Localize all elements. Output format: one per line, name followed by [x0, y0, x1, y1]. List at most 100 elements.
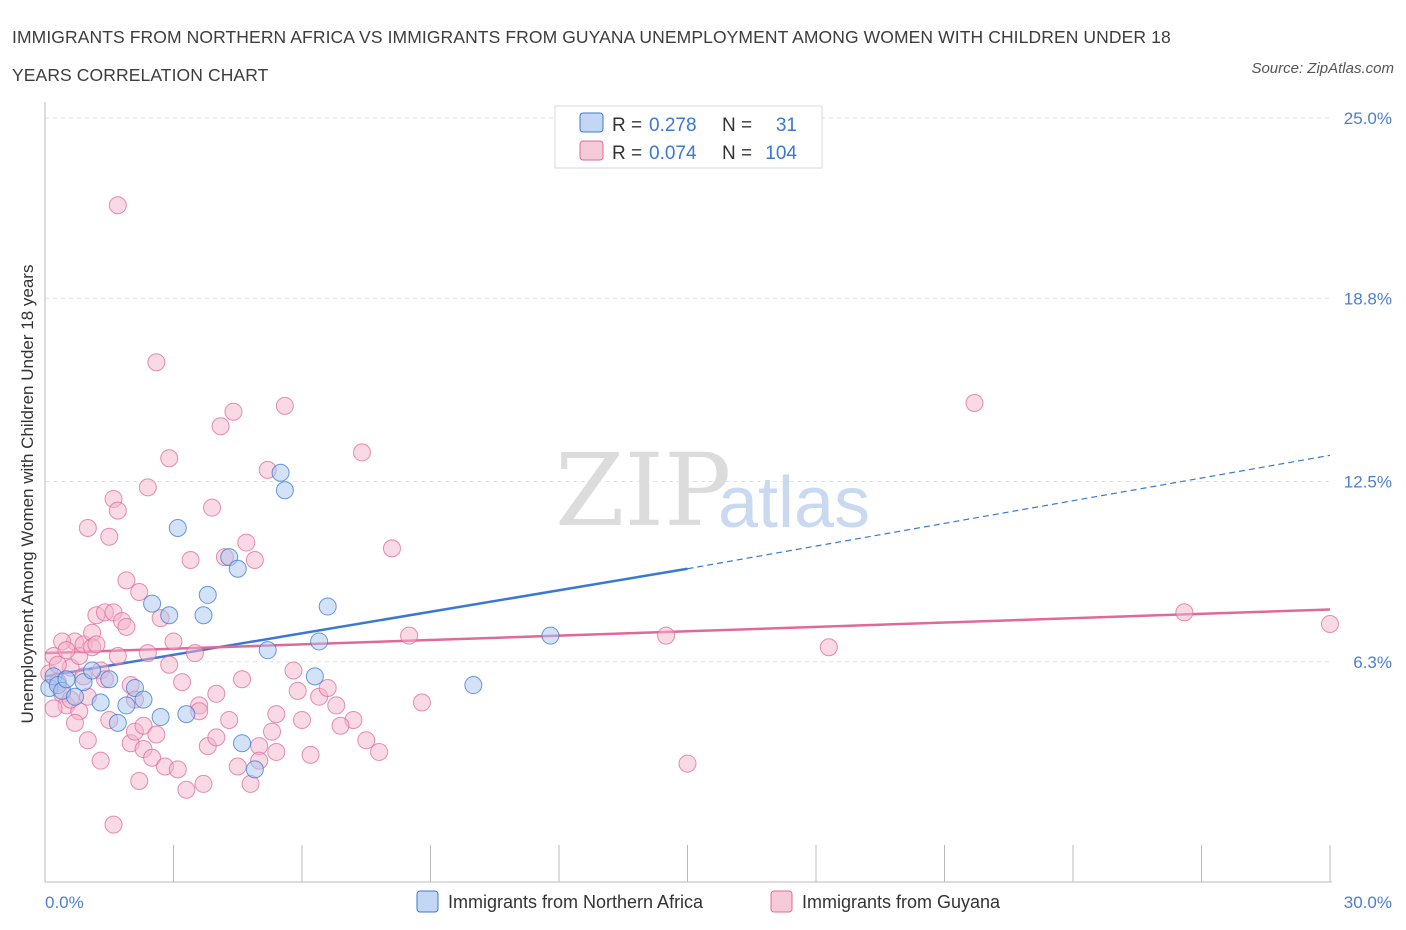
- point-guyana: [400, 626, 419, 645]
- point-guyana: [44, 699, 63, 718]
- point-guyana: [382, 539, 401, 558]
- point-guyana: [168, 760, 187, 779]
- legend-n-value-2: 104: [765, 143, 797, 164]
- point-guyana: [819, 638, 838, 657]
- point-northern-africa: [108, 713, 127, 732]
- x-tick-label: 0.0%: [45, 893, 84, 912]
- point-guyana: [117, 617, 136, 636]
- watermark-zip: ZIP: [555, 432, 731, 549]
- point-northern-africa: [168, 519, 187, 538]
- series-legend: Immigrants from Northern Africa Immigran…: [416, 890, 1001, 913]
- point-guyana: [207, 684, 226, 703]
- series-legend-label-northern-africa: Immigrants from Northern Africa: [448, 892, 704, 912]
- gridlines: [45, 117, 1330, 663]
- point-guyana: [194, 774, 213, 793]
- point-guyana: [203, 498, 222, 517]
- point-guyana: [412, 693, 431, 712]
- point-northern-africa: [177, 705, 196, 724]
- series-legend-label-guyana: Immigrants from Guyana: [802, 892, 1001, 912]
- point-guyana: [147, 725, 166, 744]
- point-guyana: [78, 519, 97, 538]
- point-guyana: [224, 402, 243, 421]
- point-northern-africa: [258, 641, 277, 660]
- point-guyana: [160, 449, 179, 468]
- point-northern-africa: [233, 734, 252, 753]
- point-guyana: [293, 710, 311, 729]
- point-guyana: [108, 196, 127, 215]
- point-guyana: [327, 696, 346, 715]
- point-guyana: [267, 742, 286, 761]
- point-northern-africa: [100, 670, 119, 689]
- point-guyana: [237, 533, 256, 552]
- point-guyana: [275, 396, 294, 415]
- point-guyana: [143, 748, 162, 767]
- point-guyana: [965, 393, 984, 412]
- point-guyana: [284, 661, 303, 680]
- point-guyana: [57, 641, 76, 660]
- point-guyana: [288, 681, 307, 700]
- stats-legend: R = 0.278 N = 31 R = 0.074 N = 104: [554, 105, 823, 169]
- legend-n-label-2: N =: [722, 143, 752, 164]
- point-northern-africa: [117, 696, 136, 715]
- point-guyana: [138, 644, 157, 663]
- y-tick-label: 25.0%: [1344, 109, 1392, 128]
- point-guyana: [263, 722, 282, 741]
- point-guyana: [181, 551, 200, 570]
- point-guyana: [130, 583, 149, 602]
- point-guyana: [134, 716, 153, 735]
- point-guyana: [228, 757, 247, 776]
- legend-n-value-1: 31: [776, 115, 797, 136]
- point-guyana: [130, 772, 149, 791]
- point-northern-africa: [245, 760, 264, 779]
- point-northern-africa: [305, 667, 324, 686]
- point-guyana: [164, 632, 183, 651]
- trend-line-northern-africa-extension: [687, 454, 1331, 570]
- point-guyana: [173, 673, 192, 692]
- source-label: Source: ZipAtlas.com: [1251, 60, 1394, 77]
- point-guyana: [108, 646, 127, 665]
- x-tick-labels: 0.0% 30.0%: [45, 893, 1392, 912]
- point-northern-africa: [275, 481, 294, 500]
- y-tick-labels: 6.3% 12.5% 18.8% 25.0%: [1344, 109, 1392, 672]
- point-northern-africa: [151, 708, 170, 727]
- point-guyana: [108, 501, 127, 520]
- point-northern-africa: [464, 676, 483, 695]
- point-guyana: [1321, 614, 1339, 633]
- point-guyana: [678, 754, 697, 773]
- point-northern-africa: [160, 606, 179, 625]
- watermark: ZIP atlas: [555, 432, 870, 549]
- point-northern-africa: [134, 690, 153, 709]
- legend-n-label-1: N =: [722, 115, 752, 136]
- point-northern-africa: [194, 606, 213, 625]
- legend-r-label-1: R =: [612, 115, 642, 136]
- point-guyana: [185, 644, 204, 663]
- trend-line-guyana: [44, 608, 1331, 655]
- point-northern-africa: [541, 626, 560, 645]
- watermark-atlas: atlas: [718, 463, 870, 543]
- point-guyana: [245, 551, 264, 570]
- point-northern-africa: [228, 559, 247, 578]
- point-guyana: [352, 443, 371, 462]
- point-guyana: [657, 626, 676, 645]
- x-tick-label: 30.0%: [1344, 893, 1392, 912]
- point-guyana: [87, 635, 106, 654]
- point-northern-africa: [198, 585, 217, 604]
- point-guyana: [65, 713, 84, 732]
- point-guyana: [104, 815, 123, 834]
- point-guyana: [331, 716, 350, 735]
- point-guyana: [177, 780, 196, 799]
- point-guyana: [160, 655, 179, 674]
- point-northern-africa: [143, 594, 162, 613]
- point-guyana: [220, 710, 239, 729]
- point-guyana: [370, 742, 389, 761]
- point-northern-africa: [310, 632, 329, 651]
- point-northern-africa: [318, 597, 337, 616]
- point-guyana: [211, 417, 230, 436]
- point-guyana: [1175, 603, 1194, 622]
- point-northern-africa: [271, 463, 290, 482]
- point-guyana: [267, 705, 286, 724]
- legend-r-value-2: 0.074: [649, 143, 697, 164]
- legend-swatch-guyana: [579, 140, 604, 161]
- chart-title: IMMIGRANTS FROM NORTHERN AFRICA VS IMMIG…: [12, 27, 1171, 85]
